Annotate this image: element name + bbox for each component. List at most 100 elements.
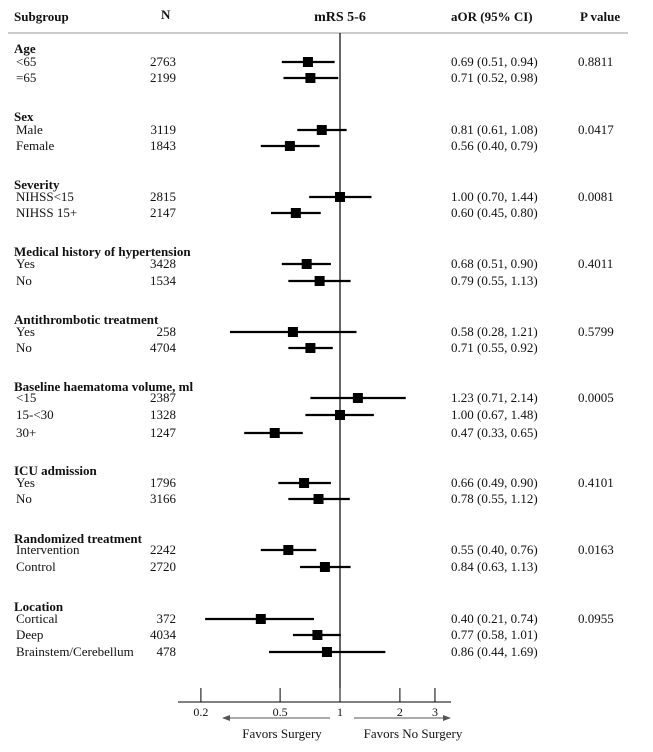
p-value: 0.0955 <box>578 611 614 626</box>
header-pvalue: P value <box>580 9 620 24</box>
aor-ci-text: 0.68 (0.51, 0.90) <box>451 256 538 271</box>
row-n: 1843 <box>150 138 176 153</box>
row-label: No <box>16 273 32 288</box>
aor-ci-text: 0.60 (0.45, 0.80) <box>451 205 538 220</box>
aor-ci-text: 1.00 (0.67, 1.48) <box>451 407 538 422</box>
p-value: 0.0163 <box>578 542 614 557</box>
point-estimate-marker <box>290 208 301 218</box>
row-label: <15 <box>16 390 36 405</box>
row-label: Control <box>16 559 56 574</box>
row-label: Female <box>16 138 54 153</box>
point-estimate-marker <box>313 494 324 504</box>
point-estimate-marker <box>283 545 294 555</box>
aor-ci-text: 0.84 (0.63, 1.13) <box>451 559 538 574</box>
row-label: Intervention <box>16 542 80 557</box>
point-estimate-marker <box>301 259 312 269</box>
group-header: Antithrombotic treatment <box>14 312 159 327</box>
row-n: 4034 <box>150 627 177 642</box>
x-tick-label: 3 <box>432 705 438 719</box>
row-label: No <box>16 340 32 355</box>
p-value: 0.0417 <box>578 122 614 137</box>
point-estimate-marker <box>299 478 310 488</box>
row-label: Yes <box>16 256 35 271</box>
group-header: Location <box>14 599 64 614</box>
favors-surgery-arrowhead <box>222 715 230 721</box>
point-estimate-marker <box>312 630 323 640</box>
group-header: ICU admission <box>14 463 97 478</box>
row-n: 3428 <box>150 256 176 271</box>
aor-ci-text: 0.77 (0.58, 1.01) <box>451 627 538 642</box>
x-tick-label: 0.2 <box>193 705 208 719</box>
header-aor: aOR (95% CI) <box>451 9 533 24</box>
row-n: 2720 <box>150 559 176 574</box>
p-value: 0.0081 <box>578 189 614 204</box>
row-n: 1796 <box>150 475 177 490</box>
aor-ci-text: 0.47 (0.33, 0.65) <box>451 425 538 440</box>
aor-ci-text: 0.66 (0.49, 0.90) <box>451 475 538 490</box>
point-estimate-marker <box>319 562 330 572</box>
row-label: Yes <box>16 324 35 339</box>
x-tick-label: 2 <box>397 705 403 719</box>
group-header: Randomized treatment <box>14 531 143 546</box>
header-title: mRS 5-6 <box>314 10 366 25</box>
x-tick-label: 0.5 <box>273 705 288 719</box>
row-n: 1328 <box>150 407 176 422</box>
group-header: Medical history of hypertension <box>14 244 191 259</box>
row-label: No <box>16 491 32 506</box>
point-estimate-marker <box>255 614 266 624</box>
aor-ci-text: 0.86 (0.44, 1.69) <box>451 644 538 659</box>
row-n: 372 <box>157 611 177 626</box>
row-n: 258 <box>157 324 177 339</box>
point-estimate-marker <box>284 141 295 151</box>
point-estimate-marker <box>302 57 313 67</box>
row-n: 1534 <box>150 273 177 288</box>
aor-ci-text: 0.71 (0.52, 0.98) <box>451 70 538 85</box>
p-value: 0.5799 <box>578 324 614 339</box>
row-n: 4704 <box>150 340 177 355</box>
aor-ci-text: 0.71 (0.55, 0.92) <box>451 340 538 355</box>
row-n: 2199 <box>150 70 176 85</box>
row-label: NIHSS<15 <box>16 189 74 204</box>
row-n: 3119 <box>150 122 176 137</box>
row-n: 2815 <box>150 189 176 204</box>
point-estimate-marker <box>269 428 280 438</box>
row-n: 1247 <box>150 425 177 440</box>
row-n: 478 <box>157 644 177 659</box>
point-estimate-marker <box>305 343 316 353</box>
x-tick-label: 1 <box>337 705 343 719</box>
row-label: Male <box>16 122 43 137</box>
row-label: <65 <box>16 54 36 69</box>
row-label: 30+ <box>16 425 36 440</box>
point-estimate-marker <box>352 393 363 403</box>
aor-ci-text: 0.69 (0.51, 0.94) <box>451 54 538 69</box>
group-header: Baseline haematoma volume, ml <box>14 379 193 394</box>
p-value: 0.8811 <box>578 54 613 69</box>
favors-no-surgery-arrowhead <box>443 715 451 721</box>
row-label: Yes <box>16 475 35 490</box>
row-label: 15-<30 <box>16 407 54 422</box>
point-estimate-marker <box>305 73 316 83</box>
group-header: Age <box>14 41 36 56</box>
row-label: =65 <box>16 70 36 85</box>
header-subgroup: Subgroup <box>14 9 69 24</box>
subgroup-rows: Age 0.8811 <65 2763 0.69 (0.51, 0.94) =65 2199… <box>14 41 614 659</box>
p-value: 0.4101 <box>578 475 614 490</box>
favors-no-surgery-label: Favors No Surgery <box>364 726 463 741</box>
aor-ci-text: 0.81 (0.61, 1.08) <box>451 122 538 137</box>
aor-ci-text: 0.78 (0.55, 1.12) <box>451 491 538 506</box>
aor-ci-text: 1.00 (0.70, 1.44) <box>451 189 538 204</box>
row-label: NIHSS 15+ <box>16 205 77 220</box>
row-n: 2763 <box>150 54 176 69</box>
row-label: Deep <box>16 627 43 642</box>
point-estimate-marker <box>335 410 345 420</box>
group-header: Severity <box>14 177 60 192</box>
row-n: 2387 <box>150 390 177 405</box>
point-estimate-marker <box>287 327 298 337</box>
row-n: 2147 <box>150 205 177 220</box>
row-n: 2242 <box>150 542 176 557</box>
row-n: 3166 <box>150 491 177 506</box>
favors-surgery-label: Favors Surgery <box>242 726 322 741</box>
row-label: Cortical <box>16 611 58 626</box>
